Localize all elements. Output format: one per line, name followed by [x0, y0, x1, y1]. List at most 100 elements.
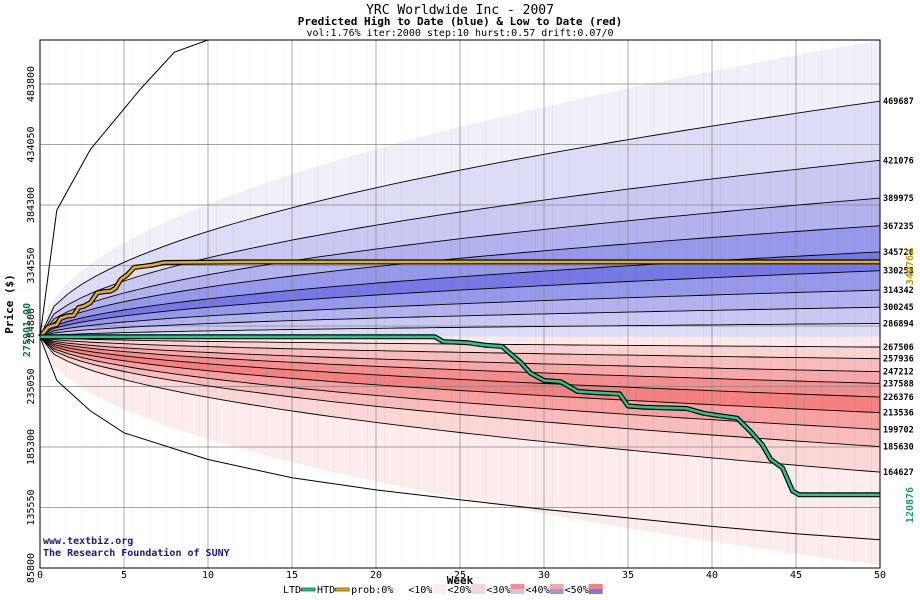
legend-swatch: [432, 584, 447, 589]
high-band-3: [40, 198, 880, 337]
right-value-label: 226376: [883, 393, 914, 403]
y-tick-label: 334550: [26, 247, 37, 283]
right-value-label: 164627: [883, 468, 914, 478]
series-line-htd: [39, 260, 880, 338]
outer-high-curve: [39, 39, 209, 337]
right-value-labels: 469687 421076 389975 367235 345726 330253 3143…: [883, 97, 914, 478]
legend-swatch: [393, 589, 408, 594]
plot-frame: [39, 39, 881, 569]
percentile-line-469687: [39, 100, 881, 337]
series-lines: [38, 39, 881, 541]
y-tick-label: 135550: [26, 489, 37, 525]
percentile-line-213536: [39, 336, 881, 414]
chart-subtitle: Predicted High to Date (blue) & Low to D…: [298, 15, 623, 28]
right-value-label: 286894: [883, 319, 914, 329]
legend-swatch: [334, 587, 350, 592]
legend-swatch: [510, 589, 525, 594]
percentile-line-164627: [39, 336, 881, 473]
right-value-label: 213536: [883, 409, 914, 419]
chart-params: vol:1.76% iter:2000 step:10 hurst:0.57 d…: [306, 28, 613, 39]
x-tick-label: 20: [370, 570, 382, 581]
right-value-label: 199702: [883, 425, 914, 435]
legend-swatch: [549, 589, 564, 594]
ltd-final-label: 120876: [905, 487, 916, 523]
percentile-line-237588: [39, 336, 881, 384]
legend-label: <10%: [408, 585, 432, 596]
legend-swatch: [510, 584, 525, 589]
high-band-5: [40, 251, 880, 337]
low-band-8: [40, 336, 880, 473]
legend-label: LTD: [283, 585, 301, 596]
outer-low-curve: [39, 336, 881, 541]
high-band-4: [40, 225, 880, 337]
y-axis-label: Price ($): [3, 274, 16, 334]
watermark-line-1: www.textbiz.org: [43, 535, 133, 547]
x-tick-label: 25: [454, 570, 466, 581]
x-tick-label: 15: [286, 570, 298, 581]
y-tick-label: 483800: [26, 66, 37, 102]
right-value-label: 185630: [883, 443, 914, 453]
low-band-4: [40, 336, 880, 398]
legend-swatch: [471, 584, 486, 589]
right-value-label: 300245: [883, 303, 914, 313]
legend-swatch: [393, 584, 408, 589]
right-value-label: 421076: [883, 156, 914, 166]
htd-final-label: 340762: [905, 249, 916, 285]
right-value-label: 469687: [883, 97, 914, 107]
right-value-label: 257936: [883, 355, 914, 365]
low-band-3: [40, 336, 880, 384]
legend-label: <40%: [526, 585, 550, 596]
chart-title: YRC Worldwide Inc - 2007: [366, 3, 554, 18]
right-value-label: 314342: [883, 286, 914, 296]
legend-label: <20%: [447, 585, 471, 596]
right-value-label: 389975: [883, 194, 914, 204]
low-band-5: [40, 336, 880, 413]
percentile-line-300245: [39, 306, 881, 338]
high-band-1: [40, 101, 880, 337]
x-tick-labels: 0 5 10 15 20 25 30 35 40 45 50: [37, 570, 886, 581]
percentile-line-257936: [39, 336, 881, 360]
right-value-label: 345726: [883, 248, 914, 258]
x-tick-label: 30: [538, 570, 550, 581]
high-band-0: [40, 40, 880, 337]
right-value-label: 367235: [883, 222, 914, 232]
x-tick-label: 5: [121, 570, 127, 581]
legend-label: prob:0%: [351, 585, 393, 596]
series-line-ltd: [40, 335, 880, 497]
percentile-line-185630: [39, 336, 881, 448]
percentile-line-330253: [39, 270, 881, 338]
x-tick-label: 10: [202, 570, 214, 581]
percentile-line-314342: [39, 289, 881, 338]
percentile-line-286894: [39, 323, 881, 338]
x-tick-label: 0: [37, 570, 43, 581]
watermark-line-2: The Research Foundation of SUNY: [43, 547, 230, 559]
y-tick-label: 384300: [26, 187, 37, 223]
percentile-line-345726: [39, 251, 881, 338]
high-band-2: [40, 160, 880, 337]
legend-swatch: [471, 589, 486, 594]
x-axis-label: Week: [447, 574, 474, 587]
start-price-label: 275901.00: [22, 303, 33, 357]
y-tick-label: 284800: [26, 308, 37, 344]
y-tick-label: 185300: [26, 429, 37, 465]
x-tick-label: 45: [790, 570, 802, 581]
x-tick-label: 40: [706, 570, 718, 581]
legend-swatch: [588, 589, 603, 594]
y-tick-label: 85800: [26, 553, 37, 583]
low-band-7: [40, 336, 880, 447]
right-value-label: 330253: [883, 267, 914, 277]
legend-label: <30%: [486, 585, 510, 596]
right-value-label: 237588: [883, 379, 914, 389]
legend-swatch: [549, 584, 564, 589]
right-value-label: 267506: [883, 343, 914, 353]
legend-swatch: [432, 589, 447, 594]
y-tick-label: 235050: [26, 368, 37, 404]
x-tick-label: 50: [874, 570, 886, 581]
legend: LTD HTD prob:0% <10% <20% <30% <40% <50%: [283, 584, 603, 596]
percentile-line-247212: [39, 336, 881, 373]
percentile-line-367235: [39, 225, 881, 338]
legend-label: HTD: [317, 585, 335, 596]
percentile-line-226376: [39, 336, 881, 398]
y-tick-label: 434050: [26, 126, 37, 162]
